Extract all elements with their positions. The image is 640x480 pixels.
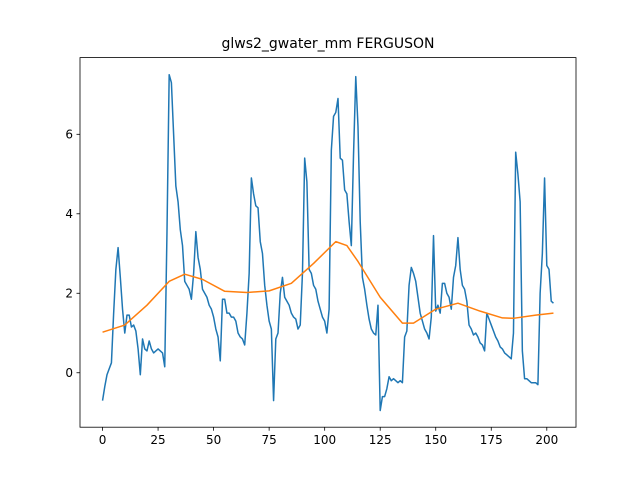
x-tick-label: 75 [261,433,276,447]
x-tick-label: 0 [99,433,107,447]
axes-frame [79,57,577,428]
data-line [101,73,554,412]
x-tick-label: 125 [369,433,392,447]
x-tick-label: 25 [150,433,165,447]
y-tick-label: 6 [65,127,73,141]
x-tick-label: 150 [424,433,447,447]
x-tick-label: 175 [480,433,503,447]
y-tick-label: 2 [65,286,73,300]
chart-title: glws2_gwater_mm FERGUSON [221,36,434,52]
x-tick-label: 50 [206,433,221,447]
y-tick-label: 0 [65,366,73,380]
x-tick-label: 200 [535,433,558,447]
data-line [102,240,554,333]
y-tick-label: 4 [65,207,73,221]
x-tick-label: 100 [313,433,336,447]
